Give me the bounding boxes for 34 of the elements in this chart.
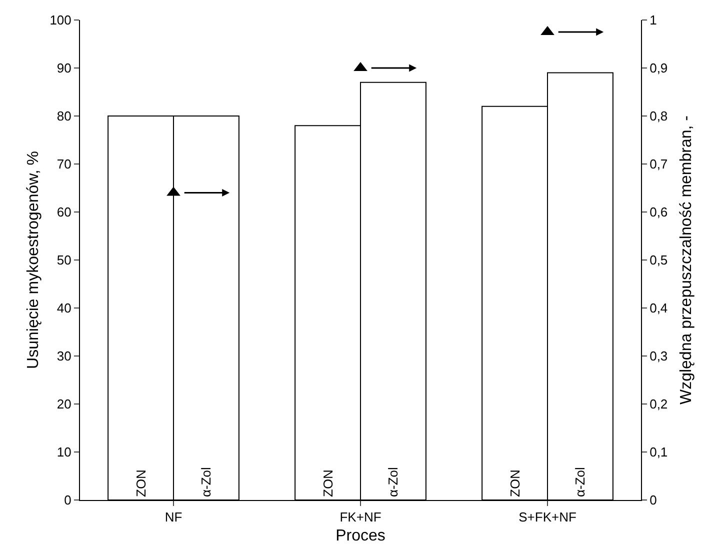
y-tick-label: 30 <box>56 348 72 364</box>
y-axis-title: Usunięcie mykoestrogenów, % <box>25 151 42 369</box>
y2-tick-label: 0,3 <box>650 348 668 364</box>
y2-tick-label: 0,2 <box>650 396 668 412</box>
y2-tick-label: 0,7 <box>650 156 668 172</box>
y-tick-label: 40 <box>56 300 72 316</box>
series-label: ZON <box>133 470 148 497</box>
y-tick-label: 50 <box>56 252 72 268</box>
y-tick-label: 80 <box>56 108 72 124</box>
text: ZON <box>320 470 336 497</box>
y2-tick-label: 0,5 <box>650 252 668 268</box>
x-tick-label: FK+NF <box>340 510 382 525</box>
series-label: α-Zol <box>198 466 214 497</box>
x-tick-label: NF <box>164 510 182 525</box>
y-tick-label: 60 <box>56 204 72 220</box>
y2-tick-label: 0,4 <box>650 300 668 316</box>
y-tick-label: 10 <box>56 444 72 460</box>
y2-tick-label: 0,9 <box>650 60 668 76</box>
text: α-Zol <box>386 467 401 497</box>
y-tick-label: 0 <box>64 492 72 508</box>
x-axis-title: Proces <box>336 527 386 544</box>
y-tick-label: 90 <box>56 60 72 76</box>
x-tick-label: S+FK+NF <box>518 510 576 525</box>
y2-axis-title: Względna przepuszczalność membran, - <box>678 115 695 405</box>
y2-tick-label: 0,1 <box>650 444 668 460</box>
y-tick-label: 70 <box>56 156 72 172</box>
y2-tick-label: 0,6 <box>650 204 668 220</box>
y2-tick-label: 0,8 <box>650 108 668 124</box>
y-tick-label: 20 <box>56 396 72 412</box>
y2-tick-label: 0 <box>650 492 657 508</box>
y2-tick-label: 1 <box>650 12 657 28</box>
text: α-Zol <box>572 467 588 497</box>
text: ZON <box>507 470 522 497</box>
y-tick-label: 100 <box>50 12 72 28</box>
